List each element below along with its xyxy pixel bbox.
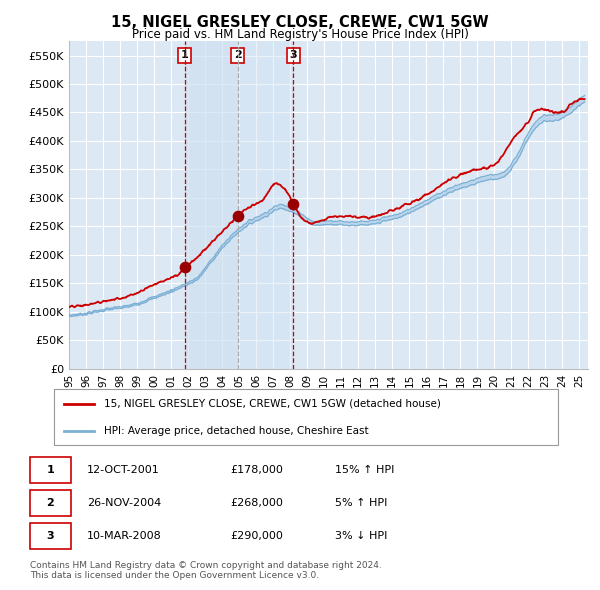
FancyBboxPatch shape	[30, 490, 71, 516]
Point	[180, 263, 190, 272]
Text: 10-MAR-2008: 10-MAR-2008	[86, 531, 161, 540]
Text: £290,000: £290,000	[230, 531, 283, 540]
Text: 15, NIGEL GRESLEY CLOSE, CREWE, CW1 5GW: 15, NIGEL GRESLEY CLOSE, CREWE, CW1 5GW	[111, 15, 489, 30]
Text: 26-NOV-2004: 26-NOV-2004	[86, 498, 161, 508]
FancyBboxPatch shape	[30, 523, 71, 549]
Bar	[238, 41, 293, 369]
Text: £178,000: £178,000	[230, 466, 283, 475]
Point	[233, 211, 242, 221]
FancyBboxPatch shape	[54, 389, 558, 445]
Text: 2: 2	[46, 498, 54, 508]
Text: 12-OCT-2001: 12-OCT-2001	[86, 466, 160, 475]
Text: Contains HM Land Registry data © Crown copyright and database right 2024.
This d: Contains HM Land Registry data © Crown c…	[30, 560, 382, 580]
Text: 15, NIGEL GRESLEY CLOSE, CREWE, CW1 5GW (detached house): 15, NIGEL GRESLEY CLOSE, CREWE, CW1 5GW …	[104, 399, 441, 409]
FancyBboxPatch shape	[30, 457, 71, 483]
Text: 3% ↓ HPI: 3% ↓ HPI	[335, 531, 388, 540]
Text: Price paid vs. HM Land Registry's House Price Index (HPI): Price paid vs. HM Land Registry's House …	[131, 28, 469, 41]
Text: 3: 3	[290, 51, 297, 60]
Text: HPI: Average price, detached house, Cheshire East: HPI: Average price, detached house, Ches…	[104, 426, 369, 436]
Bar	[185, 41, 238, 369]
Text: 1: 1	[46, 466, 54, 475]
Text: £268,000: £268,000	[230, 498, 283, 508]
Text: 3: 3	[46, 531, 54, 540]
Text: 1: 1	[181, 51, 188, 60]
Text: 2: 2	[234, 51, 242, 60]
Point	[289, 199, 298, 208]
Text: 15% ↑ HPI: 15% ↑ HPI	[335, 466, 394, 475]
Text: 5% ↑ HPI: 5% ↑ HPI	[335, 498, 388, 508]
